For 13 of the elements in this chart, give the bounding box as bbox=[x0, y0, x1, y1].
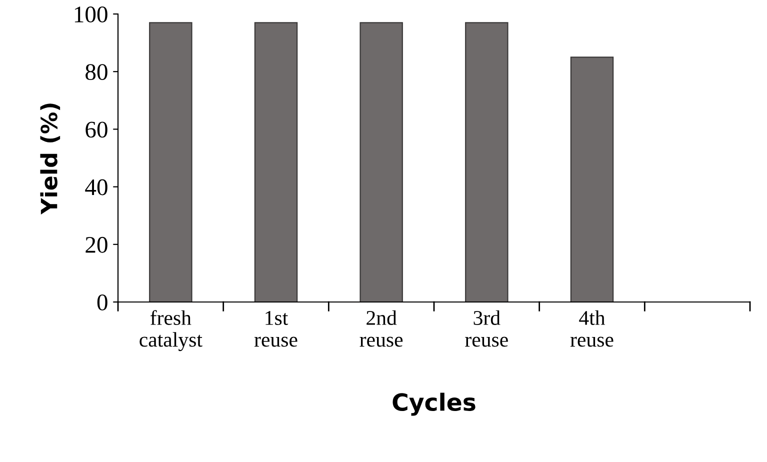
y-tick-label: 0 bbox=[97, 294, 108, 310]
x-tick-label: fresh catalyst bbox=[140, 310, 202, 352]
y-tick-label: 40 bbox=[85, 179, 108, 196]
x-tick-label: 1st reuse bbox=[254, 311, 298, 347]
y-tick-label: 20 bbox=[86, 236, 108, 253]
x-axis-title: Cycles bbox=[392, 392, 476, 416]
x-tick-label: 4th reuse bbox=[570, 310, 614, 347]
x-tick-label: 2nd reuse bbox=[360, 310, 403, 347]
y-tick-label: 100 bbox=[74, 6, 108, 22]
y-tick-label: 80 bbox=[86, 64, 108, 80]
y-tick-label: 60 bbox=[86, 122, 108, 138]
x-tick-label: 3rd reuse bbox=[465, 310, 508, 347]
y-axis-title: Yield (%) bbox=[40, 104, 60, 215]
